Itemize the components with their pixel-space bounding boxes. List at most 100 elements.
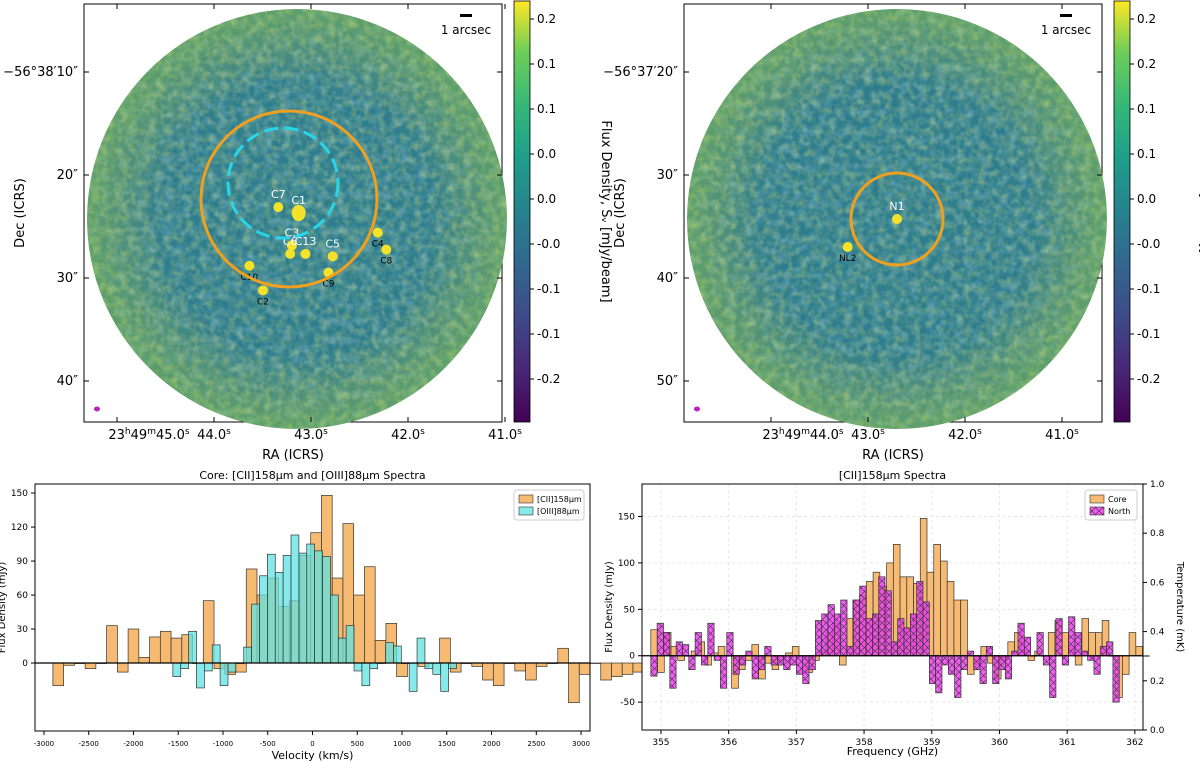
bar-OIII88m-11	[259, 575, 268, 664]
bar-CII158m-40	[482, 662, 494, 681]
y-tick-label: 90	[17, 557, 29, 567]
bar-OIII88m-31	[416, 637, 426, 664]
legend-entry-1: North	[1108, 507, 1130, 516]
bar-OIII88m-9	[243, 646, 252, 664]
x-tick-label: -2500	[79, 740, 99, 748]
bar-hatch-62	[1043, 655, 1050, 666]
x-tick-label: 2000	[483, 740, 501, 748]
bar-OIII88m-24	[361, 662, 371, 687]
bar-CII158m-30	[374, 640, 387, 664]
bar-hatch-64	[1055, 618, 1063, 656]
colorbar-tick-label: 0.2	[1137, 57, 1156, 71]
colorbar-tick-label: -0.1	[537, 327, 560, 341]
bar-hatch-43	[923, 601, 930, 656]
x-tick-s-suffix: s	[1074, 427, 1079, 437]
colorbar-tick-label: -0.1	[1137, 282, 1160, 296]
x-tick-label: 359	[923, 738, 940, 748]
bar-OIII88m-28	[393, 645, 402, 664]
bar-Core-71	[1128, 632, 1137, 657]
scalebar	[460, 14, 472, 17]
x-axis-label: RA (ICRS)	[862, 448, 924, 463]
bar-hatch-16	[752, 655, 759, 679]
bar-OIII88m-13	[274, 572, 284, 664]
bar-OIII88m-2	[188, 630, 197, 664]
x-tick-label: 361	[1059, 738, 1076, 748]
y-tick-label: −56°37′20″	[603, 65, 678, 80]
x-axis-label: Velocity (km/s)	[272, 749, 354, 762]
x-tick-label: 362	[1126, 738, 1143, 748]
bar-hatch-33	[859, 586, 867, 656]
bar-OIII88m-32	[424, 662, 434, 670]
bar-hatch-46	[941, 655, 949, 666]
source-label-C2: C2	[257, 297, 269, 307]
source-label-N1: N1	[889, 200, 904, 213]
bar-Core-65	[1088, 632, 1096, 657]
bar-hatch-29	[834, 613, 841, 656]
x-tick-label: 3000	[572, 740, 590, 748]
bar-hatch-42	[916, 581, 924, 656]
x-tick-label: 23h49m44.0s	[762, 427, 844, 443]
y-tick-label: 30″	[57, 271, 79, 286]
legend-entry-1: [OIII]88μm	[537, 507, 580, 516]
x-tick-h-suffix: h	[779, 427, 785, 437]
y-axis-label: Dec (ICRS)	[613, 178, 628, 248]
colorbar-tick-label: -0.0	[537, 237, 560, 251]
bar-hatch-17	[758, 655, 765, 670]
bar-hatch-67	[1074, 632, 1082, 656]
bar-hatch-3	[669, 655, 677, 689]
bar-hatch-39	[897, 618, 905, 656]
bar-hatch-59	[1024, 637, 1031, 656]
bar-hatch-63	[1049, 655, 1056, 698]
colorbar-tick-label: -0.2	[1137, 372, 1160, 386]
colorbar-tick-label: 0.1	[1137, 147, 1156, 161]
x-tick-s-suffix: s	[880, 427, 885, 437]
x-tick-hours: 23	[762, 428, 779, 443]
x-tick-m-suffix: m	[147, 427, 156, 437]
bar-hatch-30	[840, 600, 848, 656]
bar-OIII88m-17	[306, 543, 315, 664]
source-label-C5: C5	[325, 237, 340, 250]
bar-hatch-31	[847, 646, 854, 656]
bar-CII158m-5	[106, 625, 118, 664]
beam-ellipse	[694, 406, 700, 412]
bar-hatch-7	[695, 632, 702, 656]
bar-OIII88m-15	[290, 534, 300, 664]
bar-hatch-34	[866, 618, 873, 656]
scalebar-label: 1 arcsec	[441, 23, 491, 37]
y2-tick-label: 0.0	[1150, 726, 1165, 736]
x-tick-seconds: 41.0	[1045, 428, 1074, 443]
chart-title: [CII]158μm Spectra	[839, 469, 946, 482]
colorbar-tick-label: -0.2	[537, 372, 560, 386]
bar-CII158m-10	[159, 630, 172, 664]
y-tick-label: 50	[624, 605, 636, 615]
bar-hatch-0	[650, 655, 658, 677]
bar-hatch-24	[802, 655, 810, 684]
y-tick-label: 50″	[657, 374, 679, 389]
bar-hatch-65	[1062, 655, 1069, 666]
x-tick-seconds: 44.0	[810, 428, 839, 443]
x-tick-s-suffix: s	[226, 427, 231, 437]
bar-hatch-9	[707, 623, 715, 656]
bar-Core-42	[933, 543, 941, 657]
bar-hatch-23	[796, 655, 803, 675]
bar-CII158m-28	[353, 594, 365, 664]
y-tick-label: 30	[17, 625, 29, 635]
bar-Core-63	[1074, 655, 1083, 666]
y-axis-label: Flux Density (mJy)	[0, 562, 8, 654]
x-tick-label: 41.0s	[488, 427, 522, 443]
colorbar-label: Flux Density, Sᵥ [mJy/beam]	[1198, 120, 1200, 302]
bar-CII158m-36	[439, 637, 451, 664]
bar-CII158m-7	[127, 628, 140, 664]
bar-Core-46	[960, 599, 968, 657]
x-tick-label: 43.0s	[294, 427, 328, 443]
bar-hatch-22	[790, 655, 797, 666]
bar-hatch-45	[935, 655, 942, 693]
bar-CII158m-3	[84, 662, 97, 670]
x-tick-label: 356	[720, 738, 737, 748]
bar-OIII88m-25	[369, 662, 379, 670]
spectrum-panel-cii: 355 356 357 358 359 360 361 362 -50 0 50 100 150 [CII…	[604, 469, 1185, 758]
bar-hatch-58	[1017, 623, 1025, 656]
colorbar-tick-label: 0.2	[1137, 12, 1156, 26]
y-tick-label: 120	[11, 523, 28, 533]
